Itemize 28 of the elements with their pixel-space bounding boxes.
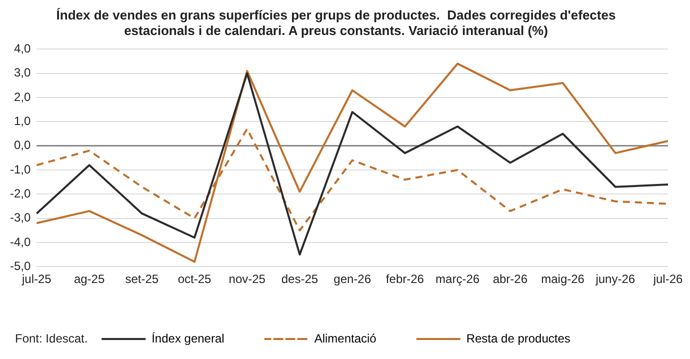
chart-title: Índex de vendes en grans superfícies per grups de productes. Dades corregides d'efectes estacionals i de calendari. A preus constants. Variació interanual (%) [56,7,616,38]
legend-label: Alimentació [314,331,377,346]
x-tick-label: juny-26 [594,272,636,286]
y-tick-label: -4,0 [10,234,31,249]
x-tick-label: maig-26 [541,272,585,286]
x-tick-label: nov-25 [228,272,266,286]
y-tick-label: -2,0 [10,186,31,200]
y-tick-label: -5,0 [10,258,31,273]
x-tick-label: jul-26 [652,272,683,286]
text: Font: Idescat. [15,331,88,346]
x-tick-label: febr-26 [386,272,424,286]
legend-label: Resta de productes [466,331,570,346]
y-tick-label: 2,0 [14,90,31,104]
x-tick-label: març-26 [436,272,480,286]
x-tick-label: gen-26 [334,272,372,286]
x-tick-label: abr-26 [492,272,528,286]
y-tick-label: 1,0 [14,114,31,128]
x-tick-label: ag-25 [74,272,105,286]
x-tick-label: des-25 [281,272,318,286]
x-tick-label: jul-25 [21,272,52,286]
x-tick-label: oct-25 [178,272,212,286]
y-tick-label: -1,0 [10,162,31,176]
y-tick-label: 3,0 [14,66,31,80]
x-tick-label: set-25 [125,272,159,286]
y-tick-label: -3,0 [10,210,31,225]
y-tick-label: 4,0 [14,42,31,56]
y-tick-label: 0,0 [14,138,31,152]
legend-label: Índex general [152,331,224,346]
